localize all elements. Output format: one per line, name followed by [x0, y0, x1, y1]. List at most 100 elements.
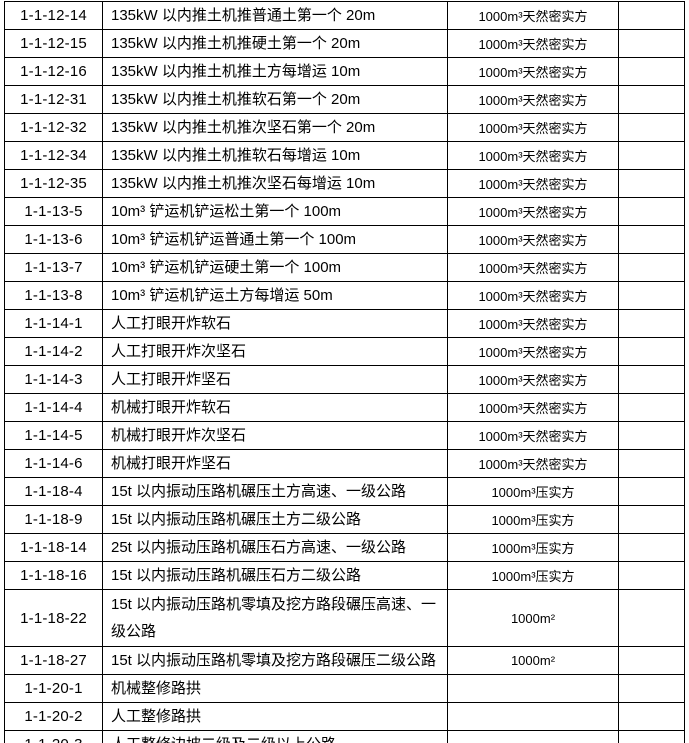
row-code: 1-1-18-14: [4, 533, 103, 562]
table-row: 1-1-20-1 机械整修路拱: [4, 674, 685, 703]
row-code: 1-1-12-35: [4, 169, 103, 198]
table-row: 1-1-14-5 机械打眼开炸次坚石 1000m³天然密实方: [4, 421, 685, 450]
table-row: 1-1-14-6 机械打眼开炸坚石 1000m³天然密实方: [4, 449, 685, 478]
table-row: 1-1-18-16 15t 以内振动压路机碾压石方二级公路 1000m³压实方: [4, 561, 685, 590]
row-description: 机械打眼开炸软石: [102, 393, 448, 422]
row-unit: 1000m³天然密实方: [447, 393, 619, 422]
row-code: 1-1-14-5: [4, 421, 103, 450]
row-description: 135kW 以内推土机推次坚石每增运 10m: [102, 169, 448, 198]
table-row: 1-1-20-2 人工整修路拱: [4, 702, 685, 731]
table-row: 1-1-13-5 10m³ 铲运机铲运松土第一个 100m 1000m³天然密实…: [4, 197, 685, 226]
row-code: 1-1-12-32: [4, 113, 103, 142]
row-description: 机械整修路拱: [102, 674, 448, 703]
row-unit: 1000m³天然密实方: [447, 309, 619, 338]
row-unit: 1000m³天然密实方: [447, 141, 619, 170]
row-description: 机械打眼开炸坚石: [102, 449, 448, 478]
row-unit: 1000m³天然密实方: [447, 57, 619, 86]
row-extra-empty: [618, 646, 685, 675]
row-unit: 1000m³天然密实方: [447, 113, 619, 142]
row-code: 1-1-20-2: [4, 702, 103, 731]
row-description: 人工打眼开炸坚石: [102, 365, 448, 394]
row-extra-empty: [618, 225, 685, 254]
row-code: 1-1-14-4: [4, 393, 103, 422]
row-unit: 1000m³天然密实方: [447, 197, 619, 226]
row-extra-empty: [618, 561, 685, 590]
table-row: 1-1-18-9 15t 以内振动压路机碾压土方二级公路 1000m³压实方: [4, 505, 685, 534]
row-description: 15t 以内振动压路机零填及挖方路段碾压二级公路: [102, 646, 448, 675]
table-row: 1-1-12-31 135kW 以内推土机推软石第一个 20m 1000m³天然…: [4, 85, 685, 114]
row-extra-empty: [618, 113, 685, 142]
table-row: 1-1-14-1 人工打眼开炸软石 1000m³天然密实方: [4, 309, 685, 338]
row-extra-empty: [618, 365, 685, 394]
row-code: 1-1-13-6: [4, 225, 103, 254]
row-description: 25t 以内振动压路机碾压石方高速、一级公路: [102, 533, 448, 562]
row-extra-empty: [618, 253, 685, 282]
row-extra-empty: [618, 674, 685, 703]
row-extra-empty: [618, 85, 685, 114]
row-code: 1-1-18-9: [4, 505, 103, 534]
row-unit: 1000m³天然密实方: [447, 1, 619, 30]
row-description: 机械打眼开炸次坚石: [102, 421, 448, 450]
row-code: 1-1-18-4: [4, 477, 103, 506]
row-unit: [447, 730, 619, 743]
row-extra-empty: [618, 1, 685, 30]
row-description: 10m³ 铲运机铲运土方每增运 50m: [102, 281, 448, 310]
row-description: 135kW 以内推土机推硬土第一个 20m: [102, 29, 448, 58]
row-code: 1-1-18-16: [4, 561, 103, 590]
row-extra-empty: [618, 449, 685, 478]
row-unit: 1000m²: [447, 589, 619, 647]
row-description: 人工整修路拱: [102, 702, 448, 731]
row-unit: 1000m³天然密实方: [447, 225, 619, 254]
row-code: 1-1-12-15: [4, 29, 103, 58]
row-unit: 1000m³天然密实方: [447, 29, 619, 58]
row-code: 1-1-20-1: [4, 674, 103, 703]
row-description: 15t 以内振动压路机零填及挖方路段碾压高速、一级公路: [102, 589, 448, 647]
table-row: 1-1-12-14 135kW 以内推土机推普通土第一个 20m 1000m³天…: [4, 1, 685, 30]
row-code: 1-1-20-3: [4, 730, 103, 743]
row-code: 1-1-14-6: [4, 449, 103, 478]
table-row: 1-1-18-27 15t 以内振动压路机零填及挖方路段碾压二级公路 1000m…: [4, 646, 685, 675]
row-description: 人工打眼开炸次坚石: [102, 337, 448, 366]
row-extra-empty: [618, 337, 685, 366]
row-extra-empty: [618, 533, 685, 562]
row-unit: 1000m³压实方: [447, 505, 619, 534]
row-extra-empty: [618, 57, 685, 86]
row-description: 135kW 以内推土机推普通土第一个 20m: [102, 1, 448, 30]
row-extra-empty: [618, 505, 685, 534]
row-unit: 1000m³天然密实方: [447, 253, 619, 282]
row-description: 10m³ 铲运机铲运硬土第一个 100m: [102, 253, 448, 282]
row-unit: 1000m³天然密实方: [447, 365, 619, 394]
row-unit: [447, 702, 619, 731]
table-row: 1-1-12-15 135kW 以内推土机推硬土第一个 20m 1000m³天然…: [4, 29, 685, 58]
row-code: 1-1-14-1: [4, 309, 103, 338]
quota-table-body: 1-1-12-14 135kW 以内推土机推普通土第一个 20m 1000m³天…: [4, 1, 685, 743]
row-code: 1-1-14-3: [4, 365, 103, 394]
row-unit: 1000m³压实方: [447, 533, 619, 562]
row-unit: 1000m²: [447, 646, 619, 675]
row-unit: 1000m³天然密实方: [447, 421, 619, 450]
row-unit: 1000m³天然密实方: [447, 337, 619, 366]
table-row: 1-1-12-35 135kW 以内推土机推次坚石每增运 10m 1000m³天…: [4, 169, 685, 198]
table-row: 1-1-12-34 135kW 以内推土机推软石每增运 10m 1000m³天然…: [4, 141, 685, 170]
row-code: 1-1-13-8: [4, 281, 103, 310]
row-description: 135kW 以内推土机推土方每增运 10m: [102, 57, 448, 86]
row-unit: 1000m³天然密实方: [447, 85, 619, 114]
row-description: 15t 以内振动压路机碾压石方二级公路: [102, 561, 448, 590]
row-extra-empty: [618, 421, 685, 450]
row-extra-empty: [618, 730, 685, 743]
row-description: 135kW 以内推土机推软石每增运 10m: [102, 141, 448, 170]
row-extra-empty: [618, 141, 685, 170]
row-unit: 1000m³压实方: [447, 561, 619, 590]
row-code: 1-1-12-34: [4, 141, 103, 170]
table-row: 1-1-18-14 25t 以内振动压路机碾压石方高速、一级公路 1000m³压…: [4, 533, 685, 562]
row-extra-empty: [618, 309, 685, 338]
row-code: 1-1-18-22: [4, 589, 103, 647]
table-row: 1-1-18-22 15t 以内振动压路机零填及挖方路段碾压高速、一级公路 10…: [4, 589, 685, 647]
row-description: 15t 以内振动压路机碾压土方高速、一级公路: [102, 477, 448, 506]
table-row: 1-1-14-4 机械打眼开炸软石 1000m³天然密实方: [4, 393, 685, 422]
row-unit: 1000m³天然密实方: [447, 449, 619, 478]
table-row: 1-1-12-32 135kW 以内推土机推次坚石第一个 20m 1000m³天…: [4, 113, 685, 142]
row-description: 人工整修边坡二级及二级以上公路: [102, 730, 448, 743]
row-code: 1-1-12-31: [4, 85, 103, 114]
